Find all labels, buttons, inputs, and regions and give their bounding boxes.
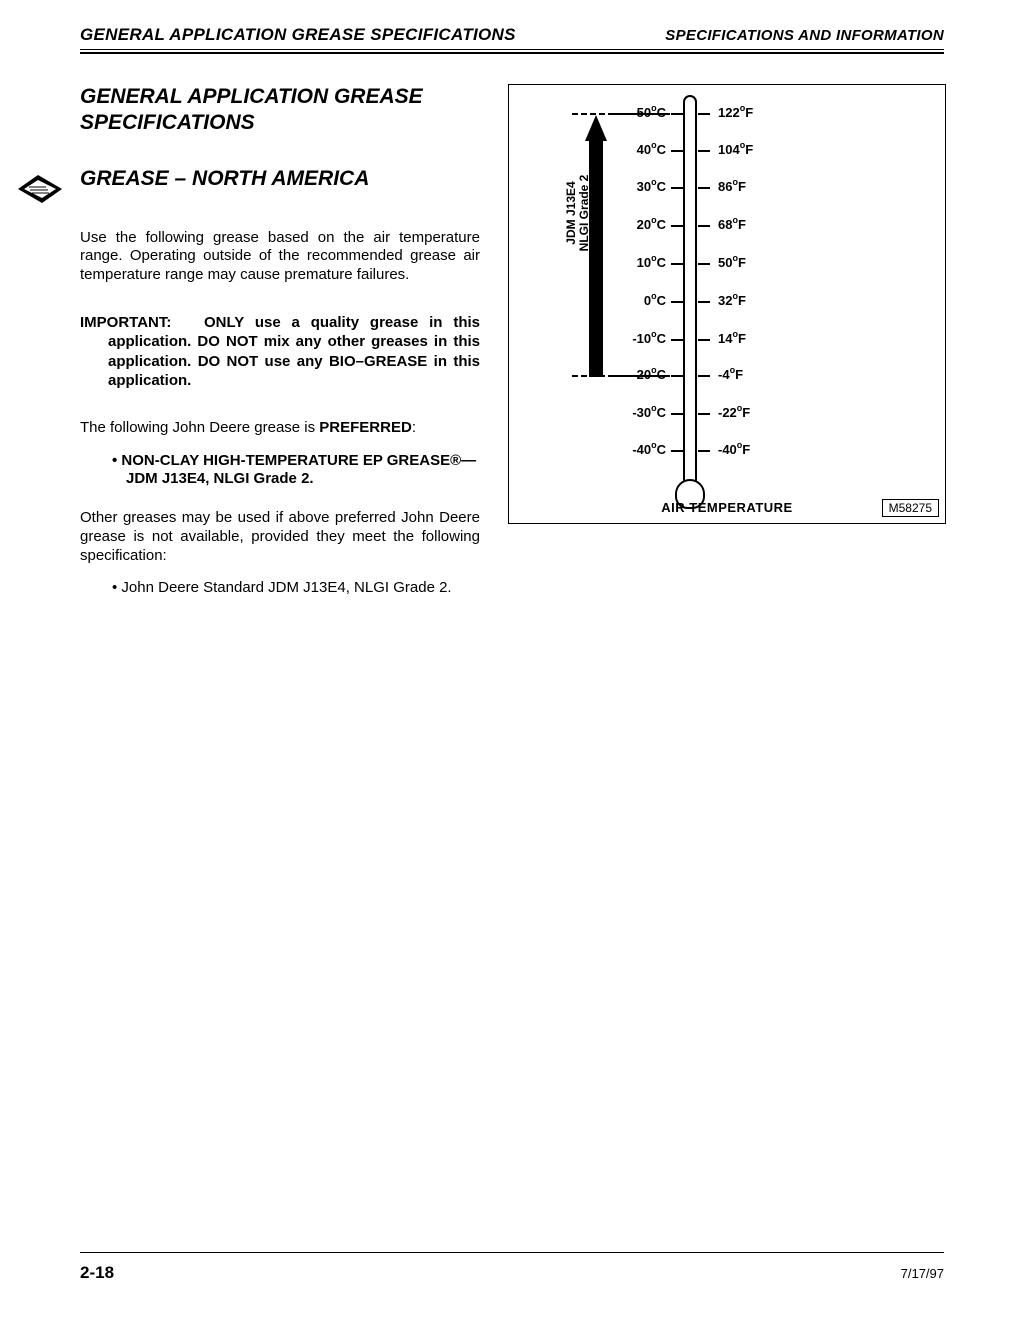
- thermometer-tick: [698, 450, 710, 452]
- thermometer-tick: [698, 187, 710, 189]
- temp-label-celsius: -30oC: [632, 405, 666, 420]
- subheading: GREASE – NORTH AMERICA: [80, 167, 369, 191]
- temp-label-fahrenheit: 68oF: [718, 217, 746, 232]
- thermometer-tube: [683, 105, 697, 485]
- preferred-intro: The following John Deere grease is PREFE…: [80, 419, 480, 438]
- temp-label-fahrenheit: 14oF: [718, 331, 746, 346]
- thermometer-tick: [698, 301, 710, 303]
- temp-label-fahrenheit: -40oF: [718, 442, 750, 457]
- bullet-marker-icon: •: [112, 452, 121, 469]
- temp-label-fahrenheit: 50oF: [718, 255, 746, 270]
- thermometer-tick: [671, 263, 683, 265]
- thermometer: [682, 103, 702, 495]
- thermometer-tick: [698, 375, 710, 377]
- header-left: GENERAL APPLICATION GREASE SPECIFICATION…: [80, 25, 516, 45]
- temp-label-fahrenheit: 104oF: [718, 142, 753, 157]
- thermometer-tick: [671, 301, 683, 303]
- range-arrow-icon: [585, 115, 607, 141]
- preferred-word: PREFERRED: [319, 419, 412, 436]
- temp-label-celsius: -10oC: [632, 331, 666, 346]
- temp-label-celsius: 20oC: [637, 217, 666, 232]
- temp-label-fahrenheit: 32oF: [718, 293, 746, 308]
- other-intro: Other greases may be used if above prefe…: [80, 509, 480, 565]
- preferred-intro-a: The following John Deere grease is: [80, 419, 319, 436]
- temp-label-celsius: 30oC: [637, 179, 666, 194]
- subheading-row: GREASE – NORTH AMERICA: [16, 167, 480, 209]
- footer-rule: [80, 1252, 944, 1253]
- section-title: GENERAL APPLICATION GREASE SPECIFICATION…: [80, 84, 480, 137]
- temp-label-celsius: 50oC: [637, 105, 666, 120]
- other-bullet-text: John Deere Standard JDM J13E4, NLGI Grad…: [121, 579, 451, 596]
- thermometer-tick: [698, 339, 710, 341]
- chart-code: M58275: [882, 499, 939, 517]
- page-footer: 2-18 7/17/97: [80, 1263, 944, 1283]
- important-label: IMPORTANT:: [80, 314, 171, 331]
- thermometer-tick: [671, 339, 683, 341]
- main-content: GENERAL APPLICATION GREASE SPECIFICATION…: [80, 84, 944, 618]
- header-right: SPECIFICATIONS AND INFORMATION: [665, 27, 944, 44]
- temp-label-celsius: -40oC: [632, 442, 666, 457]
- left-column: GENERAL APPLICATION GREASE SPECIFICATION…: [80, 84, 480, 618]
- temp-label-celsius: 10oC: [637, 255, 666, 270]
- temp-label-fahrenheit: 122oF: [718, 105, 753, 120]
- thermometer-tick: [698, 413, 710, 415]
- thermometer-tick: [671, 450, 683, 452]
- thermometer-tick: [698, 113, 710, 115]
- intro-paragraph: Use the following grease based on the ai…: [80, 229, 480, 285]
- thermometer-tick: [671, 225, 683, 227]
- preferred-bullet-text: NON-CLAY HIGH-TEMPERATURE EP GREASE®—JDM…: [121, 452, 476, 488]
- thermometer-tick: [698, 263, 710, 265]
- thermometer-tick: [671, 113, 683, 115]
- range-label-line1: JDM J13E4: [564, 181, 578, 244]
- temperature-chart: JDM J13E4 NLGI Grade 2 50oC 40oC 30oC 20oC 1…: [508, 84, 946, 524]
- chart-footer: AIR TEMPERATURE: [509, 500, 945, 515]
- thermometer-top: [683, 95, 697, 109]
- page-number: 2-18: [80, 1263, 114, 1283]
- header-rule-thin: [80, 49, 944, 50]
- temp-label-fahrenheit: -4oF: [718, 367, 743, 382]
- range-label-line2: NLGI Grade 2: [577, 175, 591, 252]
- temp-label-fahrenheit: 86oF: [718, 179, 746, 194]
- chart-footer-label: AIR TEMPERATURE: [661, 500, 792, 515]
- thermometer-tick: [671, 375, 683, 377]
- header-rule-thick: [80, 52, 944, 54]
- temp-label-fahrenheit: -22oF: [718, 405, 750, 420]
- range-vertical-label: JDM J13E4 NLGI Grade 2: [565, 153, 591, 273]
- note-icon: [16, 169, 64, 209]
- thermometer-tick: [698, 225, 710, 227]
- other-bullet: • John Deere Standard JDM J13E4, NLGI Gr…: [80, 579, 480, 598]
- right-column: JDM J13E4 NLGI Grade 2 50oC 40oC 30oC 20oC 1…: [508, 84, 946, 618]
- page-date: 7/17/97: [901, 1266, 944, 1281]
- important-block: IMPORTANT: ONLY use a quality grease in …: [80, 313, 480, 391]
- thermometer-tick: [671, 150, 683, 152]
- preferred-bullet: • NON-CLAY HIGH-TEMPERATURE EP GREASE®—J…: [80, 452, 480, 490]
- temp-label-celsius: 40oC: [637, 142, 666, 157]
- temp-label-celsius: -20oC: [632, 367, 666, 382]
- thermometer-tick: [671, 413, 683, 415]
- temp-label-celsius: 0oC: [644, 293, 666, 308]
- preferred-intro-b: :: [412, 419, 416, 436]
- page-header: GENERAL APPLICATION GREASE SPECIFICATION…: [80, 25, 944, 49]
- bullet-marker-icon: •: [112, 579, 121, 596]
- thermometer-tick: [698, 150, 710, 152]
- thermometer-tick: [671, 187, 683, 189]
